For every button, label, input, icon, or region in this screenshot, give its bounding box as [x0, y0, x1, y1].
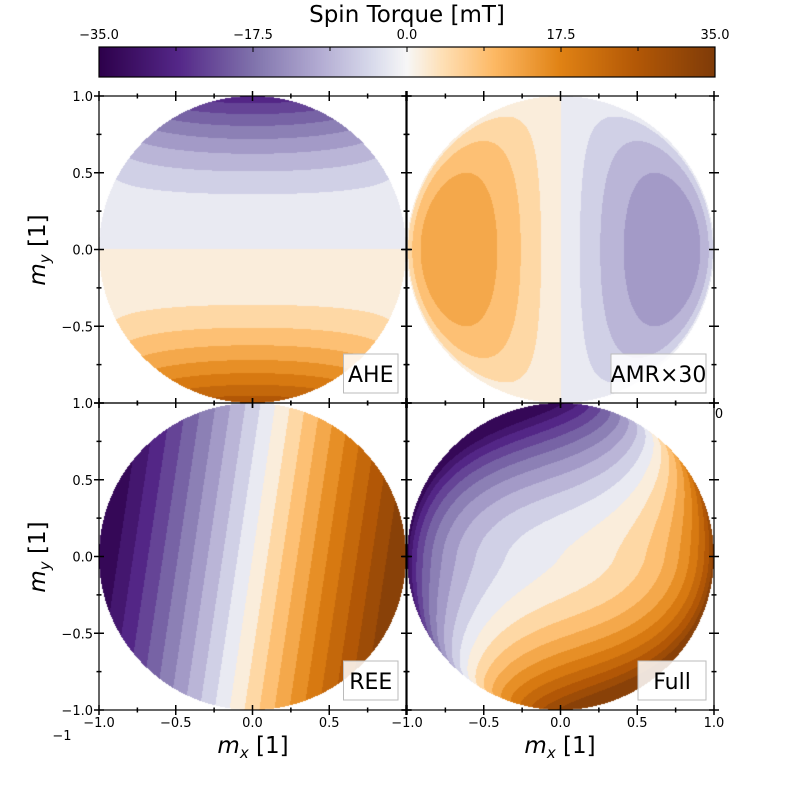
colorbar-tick-label: 17.5	[547, 28, 576, 43]
colorbar-tick-label: −17.5	[233, 28, 273, 43]
y-tick-label: 0.5	[72, 474, 93, 489]
colorbar-tick-label: 35.0	[701, 28, 730, 43]
panel-label: REE	[349, 670, 392, 695]
x-tick-label: −1.0	[83, 716, 115, 731]
x-tick-label: 0.0	[550, 716, 571, 731]
stray-label: 0	[715, 407, 723, 422]
stray-label: −1	[52, 729, 71, 744]
panel-label-box	[343, 353, 399, 394]
x-tick-label: 0.0	[242, 716, 263, 731]
panel-ahe: 1.0 0.5 0.0 −0.5 AHE	[61, 90, 411, 408]
y-tick-label: 1.0	[72, 397, 93, 412]
panel-label: AMR×30	[611, 363, 707, 388]
panel-label-box	[637, 660, 707, 701]
x-tick-label: −1.0	[391, 716, 423, 731]
panel-ree: 1.0 0.5 0.0 −0.5 −1.0−1.0 −0.5 0.0 0.5 REE	[61, 397, 411, 731]
colorbar-tick-label: 0.0	[397, 28, 418, 43]
panel-label-box	[343, 660, 399, 701]
panel-label-box	[610, 353, 707, 394]
y-tick-label: −1.0	[61, 704, 93, 719]
panel-amr: AMR×30	[402, 91, 719, 408]
x-tick-label: −0.5	[468, 716, 500, 731]
contour-amr	[407, 96, 714, 403]
colorbar-tick-label: −35.0	[79, 28, 119, 43]
panel-full: −1.0 −0.5 0.0 0.5 1.0 Full	[391, 398, 724, 731]
x-tick-label: 0.5	[627, 716, 648, 731]
x-tick-label: 0.5	[319, 716, 340, 731]
y-tick-label: 0.0	[72, 551, 93, 566]
y-tick-label: 0.0	[72, 244, 93, 259]
contour-full	[407, 403, 714, 710]
panel-label: AHE	[348, 363, 394, 388]
panel-label: Full	[653, 670, 691, 695]
y-axis-label-top: my [1]	[25, 214, 54, 285]
contour-ahe	[99, 96, 406, 403]
y-axis-label-bottom: my [1]	[25, 521, 54, 592]
x-tick-label: 1.0	[704, 716, 725, 731]
y-tick-label: 0.5	[72, 167, 93, 182]
contour-ree	[99, 403, 406, 710]
y-tick-label: −0.5	[61, 320, 93, 335]
x-axis-label-right: mx [1]	[524, 733, 595, 762]
x-tick-label: −0.5	[160, 716, 192, 731]
y-tick-label: 1.0	[72, 90, 93, 105]
y-tick-label: −0.5	[61, 627, 93, 642]
x-axis-label-left: mx [1]	[217, 733, 288, 762]
colorbar-label: Spin Torque [mT]	[309, 2, 505, 28]
